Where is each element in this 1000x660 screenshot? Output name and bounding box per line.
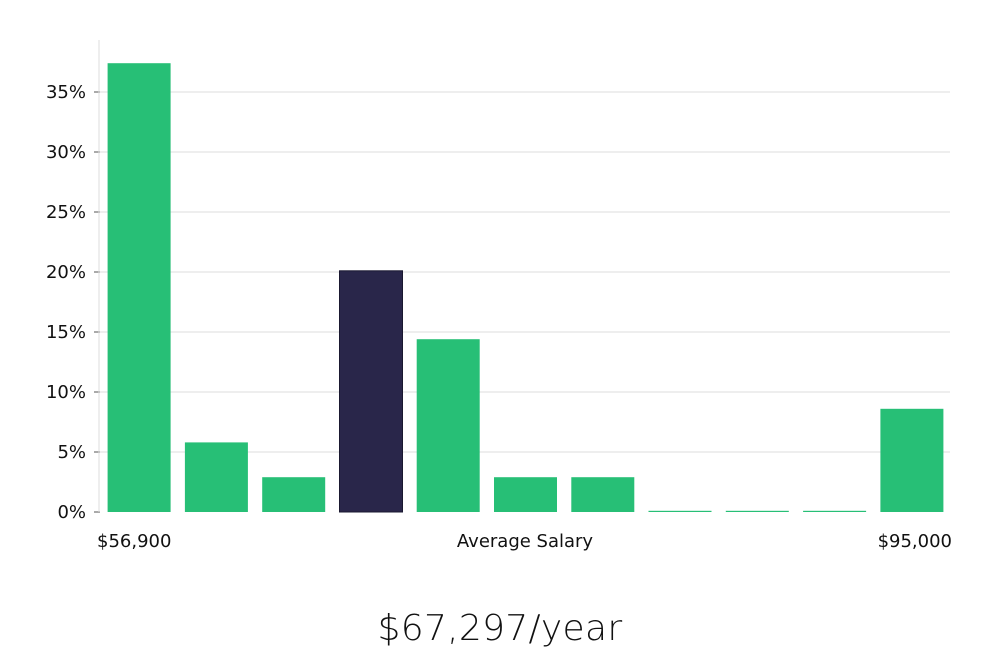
y-axis-ticks: 0% 5% 10% 15% 20% 25% 30% 35% bbox=[46, 82, 100, 523]
y-tick-label: 10% bbox=[46, 382, 86, 403]
bar bbox=[880, 408, 944, 512]
y-tick-label: 0% bbox=[57, 502, 86, 523]
bar bbox=[107, 63, 171, 512]
bar bbox=[725, 510, 789, 512]
bars bbox=[107, 63, 944, 513]
salary-histogram: 0% 5% 10% 15% 20% 25% 30% 35% $56,900 Average S… bbox=[46, 40, 952, 552]
bar bbox=[648, 510, 712, 512]
average-salary-value: $67,297/year bbox=[377, 608, 623, 649]
grid-lines bbox=[100, 91, 950, 453]
bar bbox=[494, 477, 557, 512]
y-tick-label: 15% bbox=[46, 322, 86, 343]
x-max-label: $95,000 bbox=[878, 531, 952, 552]
y-tick-label: 25% bbox=[46, 202, 86, 223]
y-tick-label: 20% bbox=[46, 262, 86, 283]
bar bbox=[803, 510, 867, 512]
x-axis-label: Average Salary bbox=[457, 531, 594, 552]
y-tick-label: 35% bbox=[46, 82, 86, 103]
bar bbox=[184, 442, 248, 512]
bar bbox=[262, 477, 326, 512]
y-tick-label: 30% bbox=[46, 142, 86, 163]
y-tick-label: 5% bbox=[57, 442, 86, 463]
bar bbox=[571, 477, 635, 512]
bar bbox=[416, 339, 480, 512]
x-min-label: $56,900 bbox=[97, 531, 171, 552]
bar-highlighted bbox=[339, 270, 403, 513]
